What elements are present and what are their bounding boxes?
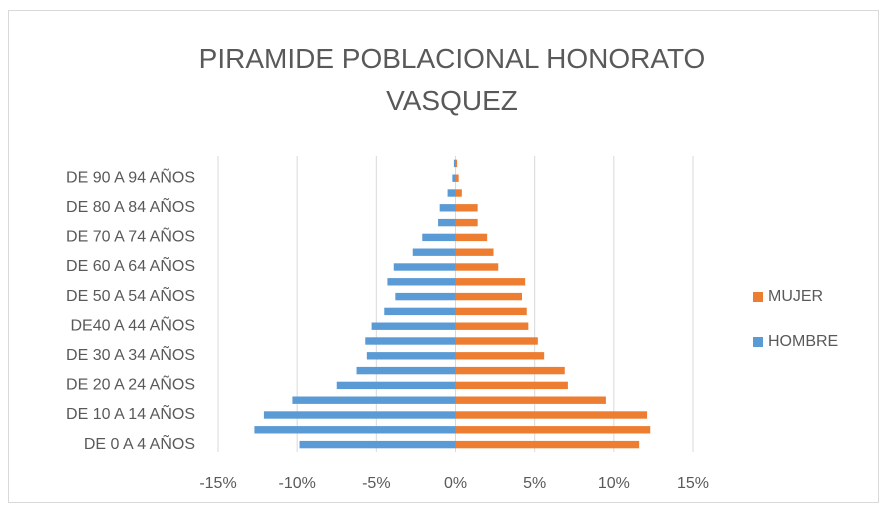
x-tick-label: 5% [523,475,546,492]
bar [455,248,494,256]
bar [455,322,529,330]
bar [422,233,456,242]
bar [455,426,651,434]
bar [455,352,545,360]
bar [395,292,456,301]
bar [254,426,456,434]
y-tick-label: DE 80 A 84 AÑOS [66,196,195,216]
x-tick-label: -10% [278,475,315,492]
bar [455,411,648,419]
bar [366,352,456,360]
bar [336,381,456,390]
chart-border [8,10,879,503]
y-tick-label: DE 50 A 54 AÑOS [66,285,195,305]
bar [299,440,456,449]
legend-swatch [753,337,763,347]
y-tick-label: DE 70 A 74 AÑOS [66,226,195,246]
bar [365,337,456,345]
bar [455,337,538,345]
bar [455,204,478,212]
bar [453,159,456,168]
bar [387,278,456,286]
bar [439,204,456,212]
bar [455,233,488,242]
y-tick-label: DE 90 A 94 AÑOS [66,166,195,186]
legend-swatch [753,292,763,302]
bar [455,263,499,271]
chart-title: PIRAMIDE POBLACIONAL HONORATO VASQUEZ [198,43,706,116]
y-tick-label: DE 20 A 24 AÑOS [66,374,195,394]
bar [447,189,456,197]
bar [452,174,456,182]
x-tick-label: 15% [677,475,709,492]
legend-label: HOMBRE [768,333,838,350]
y-tick-label: DE 10 A 14 AÑOS [66,403,195,423]
x-tick-label: 0% [444,475,467,492]
y-tick-label: DE 0 A 4 AÑOS [84,433,195,453]
bar [455,307,527,316]
x-tick-label: -5% [362,475,390,492]
bar [455,189,462,197]
bar [393,263,456,271]
x-tick-label: 10% [598,475,630,492]
bar [455,366,565,375]
bar [263,411,456,419]
bar [438,218,456,227]
legend-label: MUJER [768,288,823,305]
x-tick-label: -15% [199,475,236,492]
bar [384,307,456,316]
bar [455,381,568,390]
bar [356,366,456,375]
bar [412,248,456,256]
bar [455,292,522,301]
bar [455,159,458,168]
y-tick-label: DE40 A 44 AÑOS [70,314,195,334]
bar [455,278,526,286]
y-tick-label: DE 60 A 64 AÑOS [66,255,195,275]
bar [455,396,606,404]
y-tick-label: DE 30 A 34 AÑOS [66,344,195,364]
bar [455,174,459,182]
bar [455,440,640,449]
bar [371,322,456,330]
bar [292,396,456,404]
bar [455,218,478,227]
